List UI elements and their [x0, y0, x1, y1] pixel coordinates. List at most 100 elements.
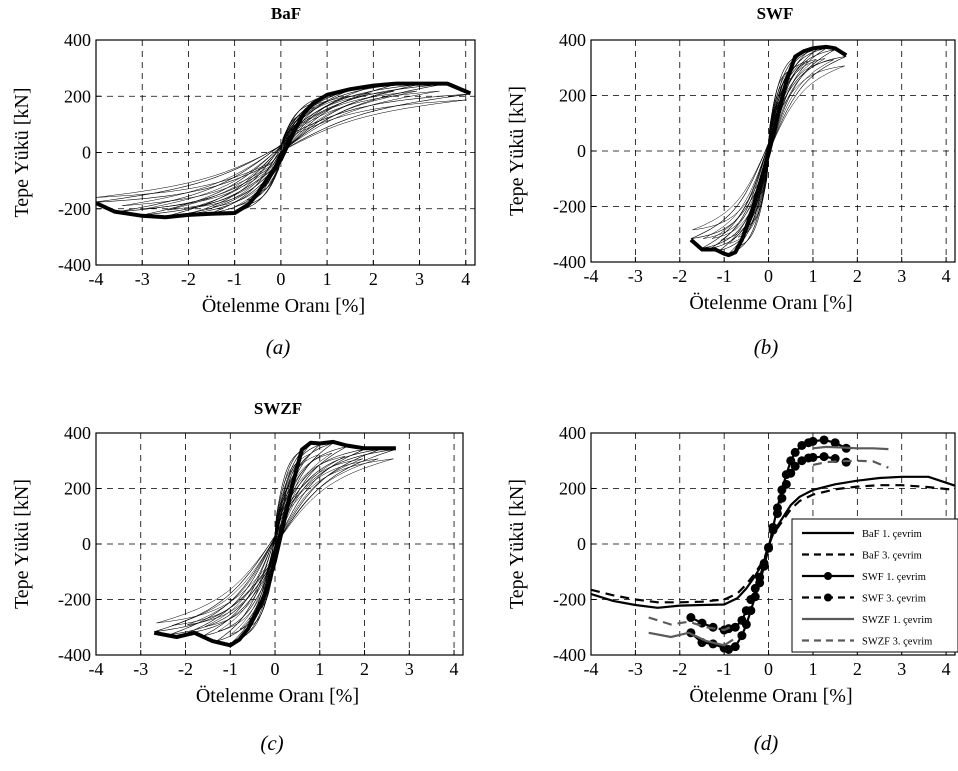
series-point	[777, 493, 787, 503]
series-line	[812, 459, 889, 469]
y-axis-label: Tepe Yükü [kN]	[506, 86, 528, 216]
y-tick-label: 0	[577, 141, 586, 161]
y-tick-label: 200	[559, 86, 586, 106]
y-tick-label: 0	[577, 534, 586, 554]
y-axis-label: Tepe Yükü [kN]	[506, 479, 528, 609]
hysteresis-loop-cycle	[187, 458, 363, 626]
x-tick-label: -1	[717, 266, 732, 286]
envelope-curve	[689, 44, 848, 258]
x-tick-label: -3	[628, 266, 643, 286]
x-tick-label: -1	[717, 659, 732, 679]
x-tick-label: 4	[450, 659, 459, 679]
series-point	[737, 631, 747, 641]
plot-area	[153, 439, 396, 648]
y-tick-label: -200	[553, 590, 586, 610]
x-tick-label: -2	[672, 266, 687, 286]
series-point	[755, 572, 765, 582]
hysteresis-loop	[690, 56, 847, 239]
y-tick-label: -400	[553, 645, 586, 665]
series-point	[830, 438, 840, 448]
legend-label: BaF 3. çevrim	[862, 551, 922, 562]
series-point	[741, 606, 751, 616]
y-tick-label: 400	[559, 30, 586, 50]
panel-caption: (c)	[260, 731, 283, 755]
x-axis-label: Ötelenme Oranı [%]	[196, 684, 359, 707]
x-axis-label: Ötelenme Oranı [%]	[689, 684, 852, 707]
x-tick-label: -3	[135, 269, 150, 289]
series-point	[768, 525, 778, 535]
series-point	[686, 613, 696, 623]
series-line	[648, 616, 734, 632]
series-line	[591, 484, 955, 604]
panel-caption: (a)	[266, 335, 291, 359]
plot-area	[591, 435, 955, 654]
series-point	[730, 622, 740, 632]
chart-panel-d: -4 -3 -2 -1 0 1 2 3 4 400 200 0 -200 -400 Ötelenme Ora…	[506, 423, 958, 755]
y-tick-label: 400	[559, 423, 586, 443]
hysteresis-loop-cycle	[171, 458, 379, 626]
x-tick-label: 1	[323, 269, 332, 289]
series-point	[808, 452, 818, 462]
hysteresis-loop-cycle	[204, 456, 346, 627]
y-tick-label: -200	[58, 199, 91, 219]
envelope-curve	[153, 439, 396, 648]
legend-marker	[824, 572, 832, 580]
legend-label: SWF 1. çevrim	[862, 572, 926, 583]
legend-label: SWZF 3. çevrim	[862, 637, 932, 648]
series-point	[819, 435, 829, 445]
y-tick-label: 0	[82, 143, 91, 163]
legend-label: SWF 3. çevrim	[862, 594, 926, 605]
envelope-curve	[96, 81, 472, 220]
series-line	[648, 631, 734, 647]
chart-title: BaF	[271, 4, 301, 23]
x-tick-label: -2	[178, 659, 193, 679]
y-tick-label: -200	[553, 197, 586, 217]
x-tick-label: 3	[897, 266, 906, 286]
hysteresis-loop-cycle	[156, 458, 394, 624]
y-tick-label: -400	[58, 255, 91, 275]
x-tick-label: 0	[764, 266, 773, 286]
y-tick-label: -400	[58, 645, 91, 665]
series-line	[812, 445, 889, 451]
x-tick-label: 0	[276, 269, 285, 289]
x-tick-label: -1	[223, 659, 238, 679]
x-tick-label: 3	[897, 659, 906, 679]
x-tick-label: 0	[764, 659, 773, 679]
y-tick-label: 200	[64, 479, 91, 499]
y-tick-label: 200	[64, 86, 91, 106]
series-point	[819, 452, 829, 462]
series-point	[750, 583, 760, 593]
hysteresis-loop-cycle	[122, 90, 440, 206]
hysteresis-loop-cycle	[96, 99, 467, 198]
panel-caption: (d)	[754, 731, 779, 755]
legend-label: BaF 1. çevrim	[862, 529, 922, 540]
x-tick-label: -4	[584, 266, 599, 286]
x-axis-label: Ötelenme Oranı [%]	[689, 291, 852, 314]
y-tick-label: 400	[64, 30, 91, 50]
hysteresis-loop	[96, 93, 471, 203]
x-tick-label: 0	[271, 659, 280, 679]
grid	[591, 40, 955, 262]
x-tick-label: -4	[89, 269, 104, 289]
y-tick-label: 0	[82, 534, 91, 554]
x-tick-label: -3	[133, 659, 148, 679]
chart-title: SWZF	[254, 399, 302, 418]
chart-panel-a: -4 -3 -2 -1 0 1 2 3 4 400 200 0 -200 -400 Ötelenme Ora…	[11, 4, 476, 359]
legend-label: SWZF 1. çevrim	[862, 615, 932, 626]
hysteresis-loop-cycle	[144, 90, 417, 210]
series-point	[697, 618, 707, 628]
hysteresis-loop-cycle	[217, 452, 333, 632]
x-tick-label: 4	[461, 269, 470, 289]
x-tick-label: 1	[808, 266, 817, 286]
x-tick-label: -2	[672, 659, 687, 679]
x-tick-label: -2	[181, 269, 196, 289]
x-tick-label: -1	[227, 269, 242, 289]
x-tick-label: 3	[415, 269, 424, 289]
y-axis-label: Tepe Yükü [kN]	[11, 87, 33, 217]
plot-area	[96, 81, 472, 220]
series-point	[746, 595, 756, 604]
x-tick-label: 2	[369, 269, 378, 289]
series-point	[790, 461, 800, 471]
series-point	[764, 542, 774, 552]
series-point	[737, 615, 747, 625]
